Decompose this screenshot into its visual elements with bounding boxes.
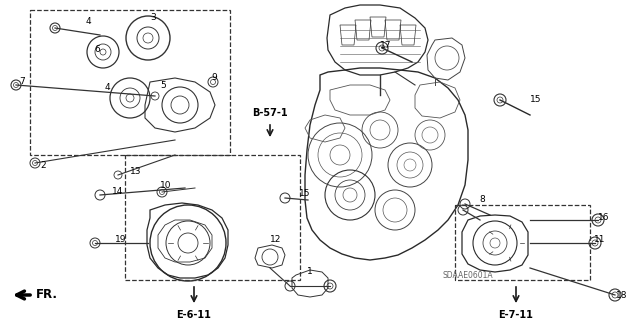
Text: 9: 9 [211, 73, 217, 83]
Text: 8: 8 [479, 196, 485, 204]
Text: 3: 3 [150, 13, 156, 23]
Text: 7: 7 [19, 78, 25, 86]
Text: 18: 18 [616, 292, 628, 300]
Text: 1: 1 [307, 268, 313, 277]
Text: 13: 13 [131, 167, 141, 176]
Text: 15: 15 [300, 189, 311, 197]
Text: 15: 15 [531, 95, 541, 105]
Text: 4: 4 [104, 84, 110, 93]
Text: 5: 5 [160, 80, 166, 90]
Text: FR.: FR. [36, 288, 58, 301]
Bar [125, 155, 300, 280]
Text: 4: 4 [85, 18, 91, 26]
Bar [455, 205, 590, 280]
Text: 10: 10 [160, 182, 172, 190]
Text: E-6-11: E-6-11 [177, 310, 211, 319]
Text: E-7-11: E-7-11 [499, 310, 533, 319]
Text: 16: 16 [598, 213, 610, 222]
Text: SDAAE0601A: SDAAE0601A [443, 271, 493, 279]
Text: 12: 12 [270, 235, 282, 244]
Text: 11: 11 [595, 235, 605, 244]
Text: 2: 2 [40, 160, 46, 169]
Text: 14: 14 [112, 188, 124, 197]
Text: 6: 6 [94, 46, 100, 55]
Text: B-57-1: B-57-1 [252, 108, 288, 118]
Text: 19: 19 [115, 235, 127, 244]
Bar [30, 10, 230, 155]
Text: 17: 17 [380, 41, 392, 50]
